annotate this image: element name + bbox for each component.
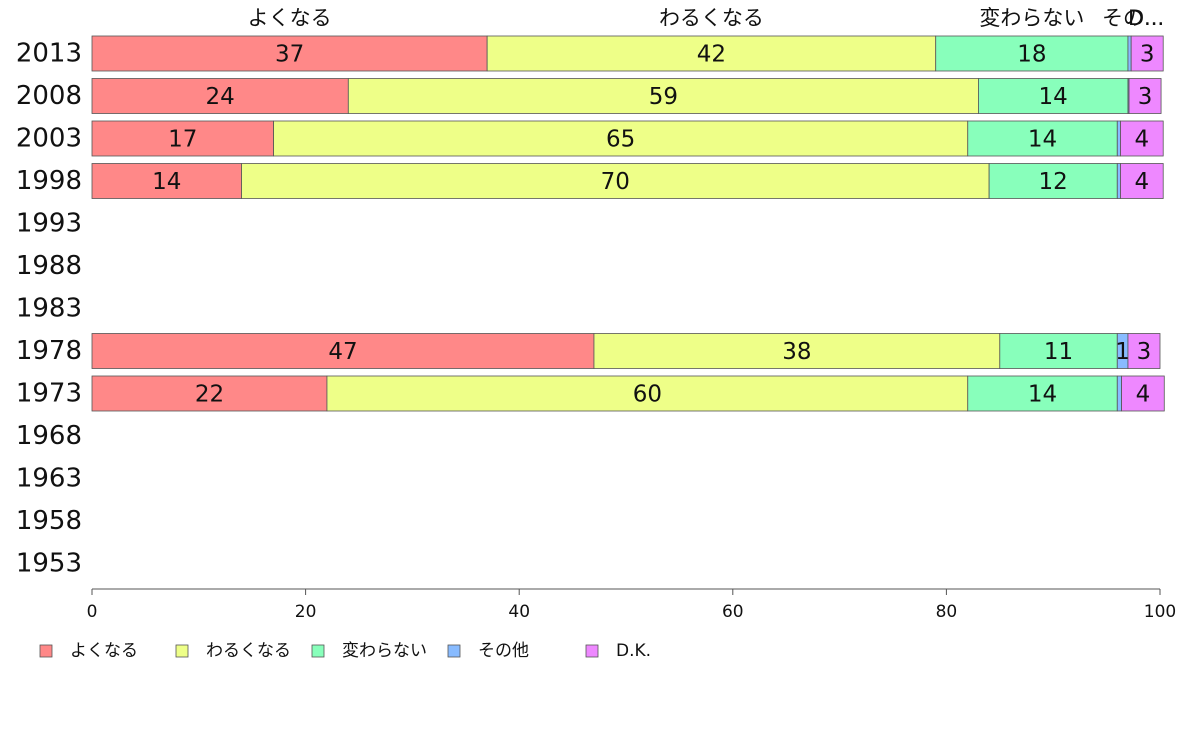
legend-label-3: その他 xyxy=(478,641,529,661)
bar-value-label-1978-2: 11 xyxy=(1044,339,1073,365)
year-axis-labels: 2013 2008 2003 1998 1993 1988 1983 1978 1973 1968… xyxy=(16,39,82,579)
year-label-1998: 1998 xyxy=(16,166,82,196)
year-label-2003: 2003 xyxy=(16,124,82,154)
bar-segment-1998-3 xyxy=(1116,163,1121,199)
legend-label-0: よくなる xyxy=(70,641,138,661)
bar-segment-2013-1 xyxy=(486,35,937,72)
year-label-1978: 1978 xyxy=(16,336,82,366)
legend-swatch-0 xyxy=(39,644,53,658)
x-tick-label-40: 40 xyxy=(508,602,530,622)
top-label-2: 変わらない xyxy=(979,6,1084,30)
bar-value-label-2008-2: 14 xyxy=(1039,84,1068,110)
bar-segment-1998-1 xyxy=(241,163,990,199)
bar-value-label-1978-0: 47 xyxy=(328,339,357,365)
bar-segment-2008-4 xyxy=(1128,78,1162,114)
bar-segment-1978-4 xyxy=(1127,333,1161,369)
year-label-1963: 1963 xyxy=(16,464,82,494)
top-label-4: D... xyxy=(1128,6,1164,30)
top-label-0: よくなる xyxy=(248,6,332,30)
bar-value-label-2003-2: 14 xyxy=(1028,127,1057,153)
bar-value-label-1973-2: 14 xyxy=(1028,382,1057,408)
legend-label-4: D.K. xyxy=(616,641,651,661)
bar-value-label-1973-0: 22 xyxy=(195,382,224,408)
x-tick-label-60: 60 xyxy=(722,602,744,622)
bar-segments: 37 42 18 324 59 14 317 65 14 414 70 12 447 38 11 1 322 60… xyxy=(91,35,1165,412)
bar-segment-1973-1 xyxy=(326,375,969,412)
top-label-1: わるくなる xyxy=(659,6,764,30)
bar-segment-2008-1 xyxy=(347,78,979,114)
x-axis: 0 20 40 60 80 100 xyxy=(87,588,1176,622)
bar-value-label-2003-0: 17 xyxy=(168,127,197,153)
bar-segment-1978-0 xyxy=(91,333,595,369)
bar-value-label-2008-4: 3 xyxy=(1138,84,1153,110)
bar-segment-2008-2 xyxy=(978,78,1129,114)
bar-value-label-1998-0: 14 xyxy=(152,169,181,195)
bar-segment-2008-0 xyxy=(91,78,349,114)
bar-segment-1978-1 xyxy=(593,333,1001,369)
bar-segment-2013-3 xyxy=(1127,35,1132,72)
bar-value-label-1978-3: 1 xyxy=(1115,339,1130,365)
year-label-1953: 1953 xyxy=(16,549,82,579)
year-label-1958: 1958 xyxy=(16,506,82,536)
bar-value-label-1973-1: 60 xyxy=(633,382,662,408)
year-label-2013: 2013 xyxy=(16,39,82,69)
year-label-1973: 1973 xyxy=(16,379,82,409)
bar-segment-1998-2 xyxy=(988,163,1118,199)
bar-value-label-2013-2: 18 xyxy=(1017,42,1046,68)
bar-segment-2013-4 xyxy=(1130,35,1164,72)
bar-segment-1978-2 xyxy=(999,333,1118,369)
year-label-1988: 1988 xyxy=(16,251,82,281)
legend-swatch-1 xyxy=(175,644,189,658)
bar-value-label-1973-4: 4 xyxy=(1136,382,1151,408)
legend: よくなる わるくなる 変わらない その他 D.K. xyxy=(39,641,651,661)
bar-value-label-1998-2: 12 xyxy=(1039,169,1068,195)
bar-segment-2013-2 xyxy=(935,35,1129,72)
bar-segment-1973-0 xyxy=(91,375,328,412)
year-label-1968: 1968 xyxy=(16,421,82,451)
bar-value-label-2013-1: 42 xyxy=(697,42,726,68)
legend-swatch-4 xyxy=(585,644,599,658)
bar-value-label-2013-4: 3 xyxy=(1140,42,1155,68)
bar-value-label-1998-1: 70 xyxy=(601,169,630,195)
bar-segment-2013-0 xyxy=(91,35,488,72)
x-tick-label-20: 20 xyxy=(295,602,317,622)
bar-segment-1973-4 xyxy=(1121,375,1165,412)
top-label-3: その... xyxy=(1102,6,1164,30)
bar-value-label-2003-4: 4 xyxy=(1135,127,1150,153)
bar-segment-1998-4 xyxy=(1120,163,1164,199)
x-tick-label-80: 80 xyxy=(936,602,958,622)
year-label-1993: 1993 xyxy=(16,209,82,239)
bar-value-label-2013-0: 37 xyxy=(275,42,304,68)
bar-segment-2003-2 xyxy=(967,120,1118,157)
bar-value-label-1998-4: 4 xyxy=(1135,169,1150,195)
bar-value-label-1978-1: 38 xyxy=(782,339,811,365)
legend-swatch-3 xyxy=(447,644,461,658)
bar-segment-2003-4 xyxy=(1120,120,1164,157)
year-label-2008: 2008 xyxy=(16,81,82,111)
bar-value-label-2003-1: 65 xyxy=(606,127,635,153)
bar-value-label-1978-4: 3 xyxy=(1137,339,1152,365)
bar-value-label-2008-1: 59 xyxy=(649,84,678,110)
legend-label-1: わるくなる xyxy=(206,641,291,661)
year-label-1983: 1983 xyxy=(16,294,82,324)
x-tick-label-100: 100 xyxy=(1144,602,1176,622)
legend-label-2: 変わらない xyxy=(342,641,427,661)
bar-value-label-2008-0: 24 xyxy=(206,84,235,110)
x-tick-label-0: 0 xyxy=(87,602,98,622)
bar-segment-2003-1 xyxy=(273,120,969,157)
bar-segment-1973-2 xyxy=(967,375,1118,412)
bar-segment-1973-3 xyxy=(1116,375,1122,412)
legend-swatch-2 xyxy=(311,644,325,658)
bar-segment-2003-3 xyxy=(1116,120,1121,157)
bar-segment-2003-0 xyxy=(91,120,274,157)
top-category-labels: よくなる わるくなる 変わらない その...D... xyxy=(248,6,1165,30)
